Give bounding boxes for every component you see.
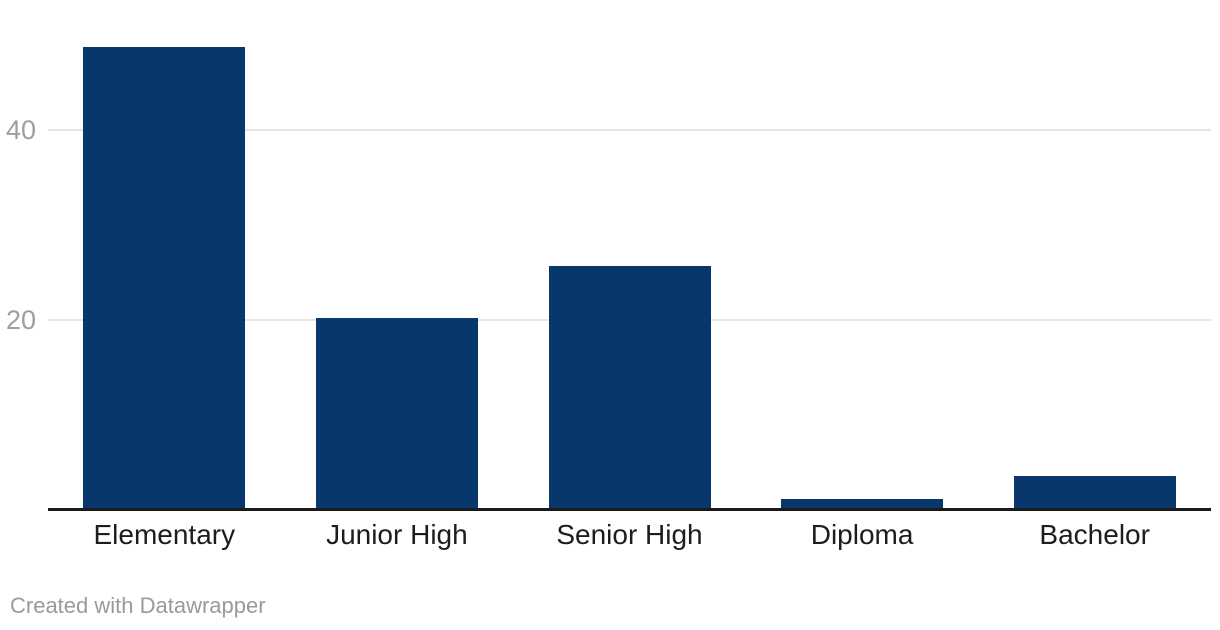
x-axis-category-label: Junior High <box>326 519 468 550</box>
x-axis-category-label: Elementary <box>93 519 236 550</box>
x-axis-line <box>48 508 1211 511</box>
x-axis-category-label: Bachelor <box>1039 519 1150 550</box>
bar-diploma <box>781 498 944 510</box>
y-axis-tick-label: 40 <box>5 114 36 145</box>
bar-elementary <box>83 46 246 510</box>
datawrapper-credit: Created with Datawrapper <box>10 593 266 618</box>
bar-junior-high <box>315 317 478 510</box>
x-axis-category-label: Senior High <box>556 519 703 550</box>
bar-senior-high <box>548 266 711 510</box>
bar-bachelor <box>1013 475 1176 510</box>
y-gridline <box>48 128 1211 131</box>
y-axis-tick-label: 20 <box>5 304 36 335</box>
x-axis-category-label: Diploma <box>810 519 914 550</box>
